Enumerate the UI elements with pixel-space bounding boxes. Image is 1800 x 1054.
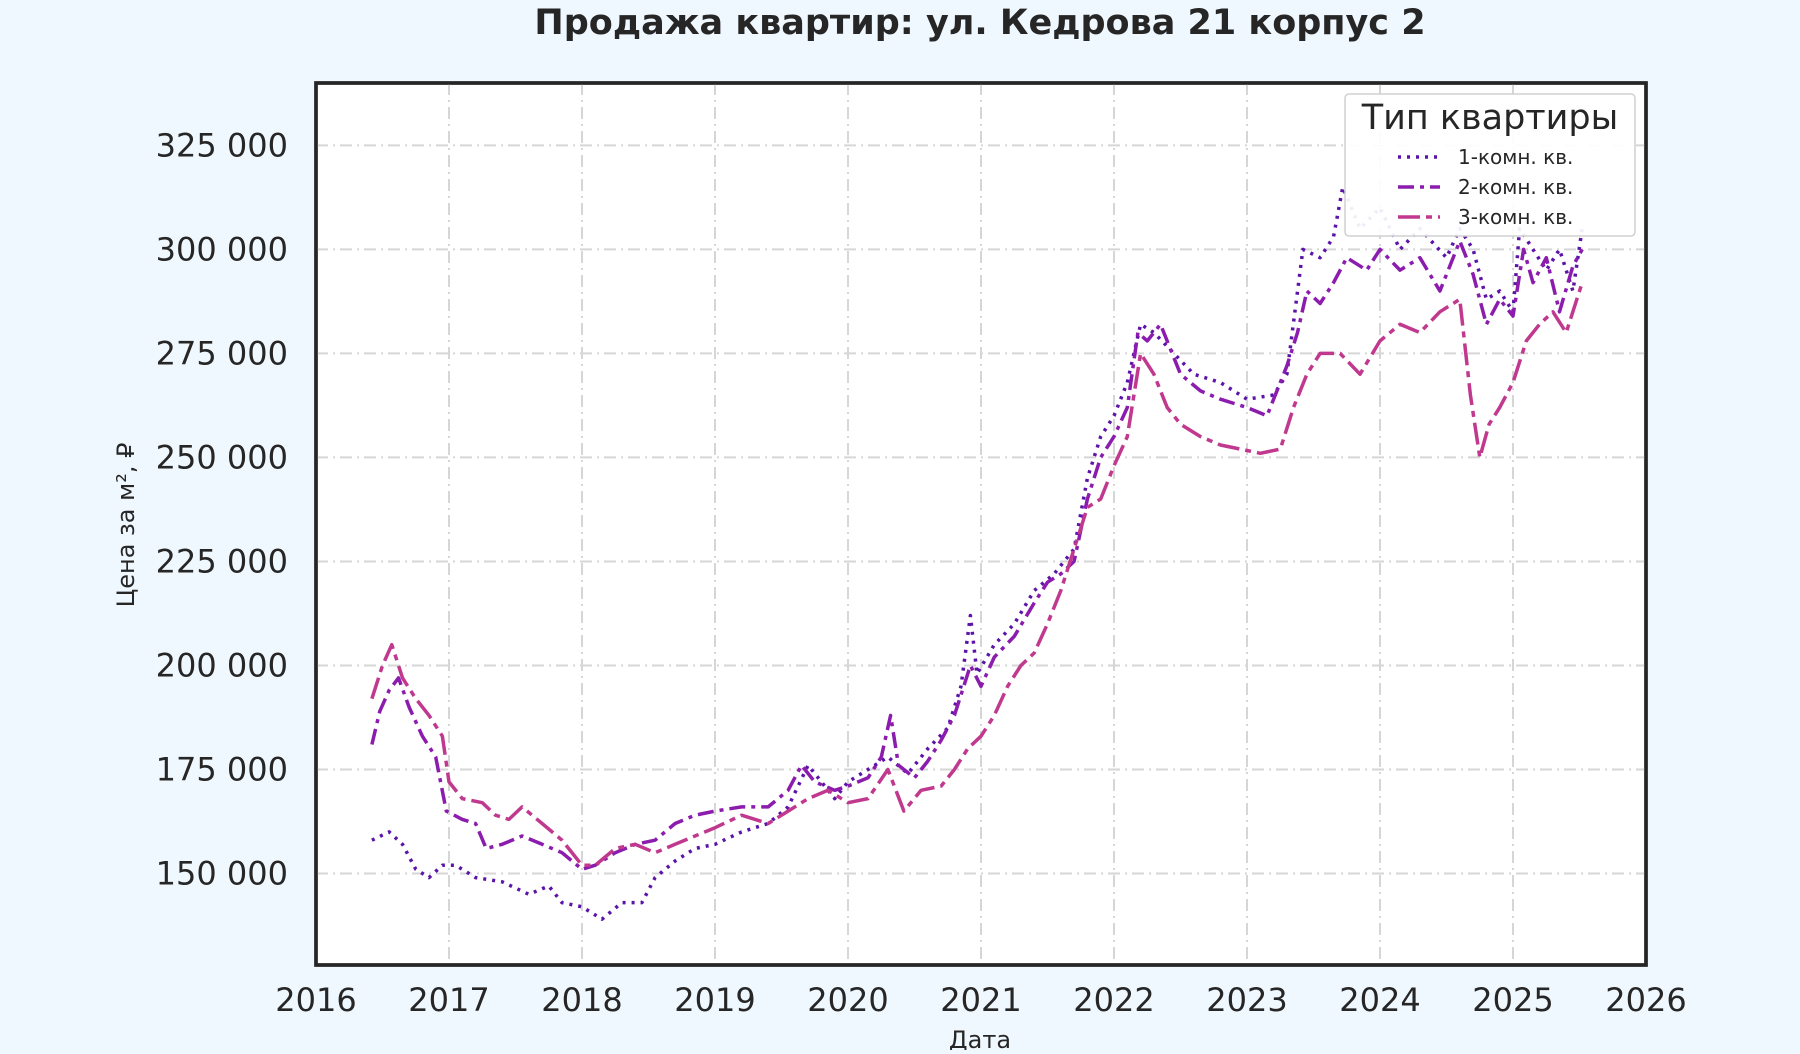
x-axis-label: Дата	[949, 1026, 1011, 1050]
x-tick-label: 2020	[807, 981, 888, 1019]
legend-label-2: 2-комн. кв.	[1458, 175, 1573, 199]
x-tick-label: 2023	[1206, 981, 1287, 1019]
y-tick-label: 300 000	[156, 230, 288, 268]
series-line-1	[371, 185, 1584, 921]
x-tick-label: 2024	[1339, 981, 1420, 1019]
plot-border	[314, 81, 1648, 967]
legend-label-3: 3-комн. кв.	[1458, 205, 1573, 229]
y-axis-label: Цена за м², ₽	[112, 443, 140, 608]
y-tick-label: 150 000	[156, 854, 288, 892]
legend-label-1: 1-комн. кв.	[1458, 145, 1573, 169]
legend: Тип квартиры 1-комн. кв. 2-комн. кв. 3-ком…	[1344, 93, 1636, 237]
series-lines	[370, 185, 1584, 921]
x-tick-label: 2021	[940, 981, 1021, 1019]
series-line-2	[370, 239, 1584, 872]
y-tick-label: 200 000	[156, 646, 288, 684]
x-tick-label: 2019	[674, 981, 755, 1019]
y-tick-label: 225 000	[156, 542, 288, 580]
y-tick-label: 325 000	[156, 126, 288, 164]
legend-box	[1344, 93, 1636, 237]
x-tick-label: 2017	[408, 981, 489, 1019]
legend-items: 1-комн. кв. 2-комн. кв. 3-комн. кв.	[1398, 145, 1573, 229]
y-tick-label: 250 000	[156, 438, 288, 476]
x-tick-label: 2026	[1605, 981, 1686, 1019]
chart-title: Продажа квартир: ул. Кедрова 21 корпус 2	[534, 3, 1425, 43]
series-line-3	[370, 282, 1584, 867]
y-tick-label: 175 000	[156, 750, 288, 788]
x-tick-label: 2025	[1472, 981, 1553, 1019]
x-tick-labels: 2016 2017 2018 2019 2020 2021 2022 2023 2024 2025…	[275, 981, 1686, 1019]
x-tick-label: 2022	[1073, 981, 1154, 1019]
x-tick-label: 2016	[275, 981, 356, 1019]
legend-title: Тип квартиры	[1361, 98, 1619, 138]
y-tick-labels: 150 000 175 000 200 000 225 000 250 000 275 0…	[156, 126, 288, 892]
x-tick-label: 2018	[541, 981, 622, 1019]
y-tick-label: 275 000	[156, 334, 288, 372]
